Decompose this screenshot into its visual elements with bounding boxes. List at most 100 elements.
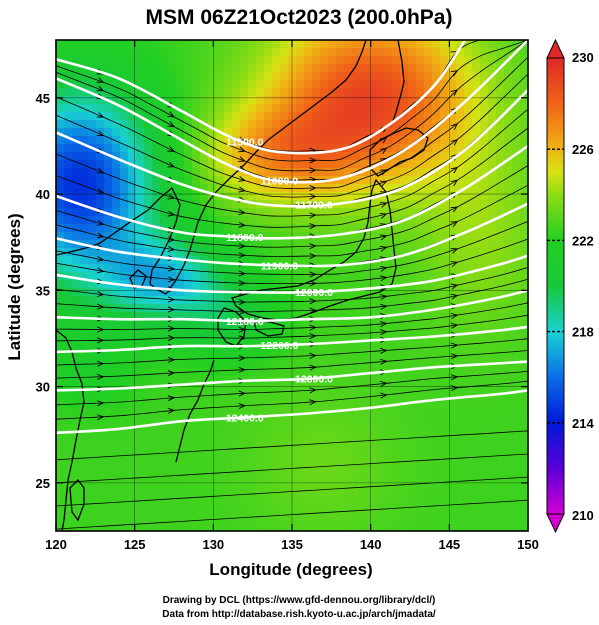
colorbar-tick-label: 226 xyxy=(572,142,594,157)
streamline xyxy=(56,73,528,198)
wind-arrow xyxy=(379,234,388,241)
streamline xyxy=(56,338,528,366)
wind-arrow xyxy=(238,146,246,153)
wind-arrow xyxy=(238,402,246,410)
wind-arrow xyxy=(167,236,176,243)
wind-arrow xyxy=(96,111,105,118)
wind-arrow xyxy=(96,130,105,136)
wind-arrow xyxy=(309,324,317,331)
streamline xyxy=(56,302,528,331)
wind-arrow xyxy=(96,291,105,298)
y-tick-label: 40 xyxy=(36,187,50,202)
colorbar-max-triangle xyxy=(546,38,565,59)
wind-arrow xyxy=(380,347,388,354)
contour-label: 12000.0 xyxy=(295,287,333,299)
wind-arrow xyxy=(238,242,246,249)
wind-arrow xyxy=(450,179,459,187)
wind-arrow xyxy=(450,322,459,329)
wind-arrow xyxy=(238,252,246,259)
height-contour xyxy=(56,40,467,155)
wind-arrow xyxy=(450,248,459,254)
wind-arrow xyxy=(238,366,246,373)
x-tick-label: 145 xyxy=(438,537,460,552)
wind-arrow xyxy=(167,325,176,332)
streamline xyxy=(56,56,528,190)
contour-label: 11500.0 xyxy=(226,136,264,148)
wind-arrow xyxy=(450,353,459,360)
wind-arrow xyxy=(309,252,317,260)
wind-arrow xyxy=(379,275,388,282)
wind-arrow xyxy=(96,400,105,407)
contour-label: 12400.0 xyxy=(226,412,264,424)
streamline xyxy=(56,453,528,484)
wind-arrow xyxy=(97,326,105,333)
wind-arrow xyxy=(309,298,317,305)
streamline xyxy=(56,184,528,257)
wind-arrow xyxy=(379,147,388,154)
streamline xyxy=(56,371,528,406)
wind-arrow xyxy=(96,267,105,274)
wind-arrow xyxy=(309,185,317,192)
wind-arrow xyxy=(450,122,459,130)
wind-arrow xyxy=(450,138,459,146)
wind-arrow xyxy=(238,156,246,163)
colorbar-tick-label: 218 xyxy=(572,325,594,340)
x-tick-label: 120 xyxy=(45,537,67,552)
y-tick-label: 25 xyxy=(36,476,50,491)
wind-arrow xyxy=(238,309,246,316)
wind-arrow xyxy=(450,261,459,267)
wind-arrow xyxy=(379,245,388,252)
wind-arrow xyxy=(309,280,317,287)
streamline xyxy=(56,430,528,461)
wind-arrow xyxy=(167,193,176,200)
x-axis-label: Longitude (degrees) xyxy=(209,560,372,579)
height-contour xyxy=(56,202,528,268)
streamline xyxy=(56,267,528,303)
x-tick-label: 125 xyxy=(124,537,146,552)
streamline xyxy=(56,476,528,507)
y-axis-label: Latitude (degrees) xyxy=(5,213,24,360)
wind-arrow xyxy=(379,136,388,144)
height-contour xyxy=(56,40,528,184)
height-contour xyxy=(56,389,528,435)
wind-arrow xyxy=(238,390,246,397)
wind-arrow xyxy=(450,283,459,290)
wind-arrow xyxy=(238,176,246,182)
wind-arrow xyxy=(96,232,105,239)
colorbar: 230 226 222 218 214 210 xyxy=(546,38,594,534)
wind-arrow xyxy=(167,306,176,313)
x-tick-label: 150 xyxy=(517,537,539,552)
wind-arrow xyxy=(238,209,246,216)
wind-arrow xyxy=(167,356,176,363)
wind-arrow xyxy=(309,157,317,164)
wind-arrow xyxy=(238,355,246,362)
wind-arrow xyxy=(167,265,176,272)
streamline xyxy=(56,40,528,172)
wind-arrow xyxy=(238,335,246,342)
wind-arrow xyxy=(309,387,317,394)
wind-arrow xyxy=(379,202,388,208)
wind-arrow xyxy=(450,374,459,381)
wind-arrow xyxy=(238,186,246,193)
wind-arrow xyxy=(380,392,388,399)
wind-arrow xyxy=(167,334,176,341)
wind-arrow xyxy=(167,146,176,152)
wind-arrow xyxy=(379,265,388,272)
map-title: MSM 06Z21Oct2023 (200.0hPa) xyxy=(146,6,453,29)
wind-arrow xyxy=(238,299,246,306)
wind-arrow xyxy=(450,293,459,300)
plot-area: 11500.0 11600.0 11700.0 11800.0 11900.0 12000… xyxy=(36,39,539,552)
height-contour xyxy=(56,360,528,392)
geopotential-height-contours: 11500.0 11600.0 11700.0 11800.0 11900.0 12000… xyxy=(56,40,528,435)
x-axis-ticks: 120 125 130 135 140 145 150 xyxy=(45,40,539,552)
wind-arrow xyxy=(167,407,176,414)
wind-arrow xyxy=(380,294,388,300)
wind-arrow xyxy=(450,313,459,319)
wind-arrow xyxy=(380,380,388,387)
wind-arrow xyxy=(380,358,388,365)
streamline xyxy=(56,238,528,285)
wind-arrow xyxy=(450,206,459,213)
wind-arrow xyxy=(238,270,246,277)
contour-label: 11700.0 xyxy=(295,199,333,211)
